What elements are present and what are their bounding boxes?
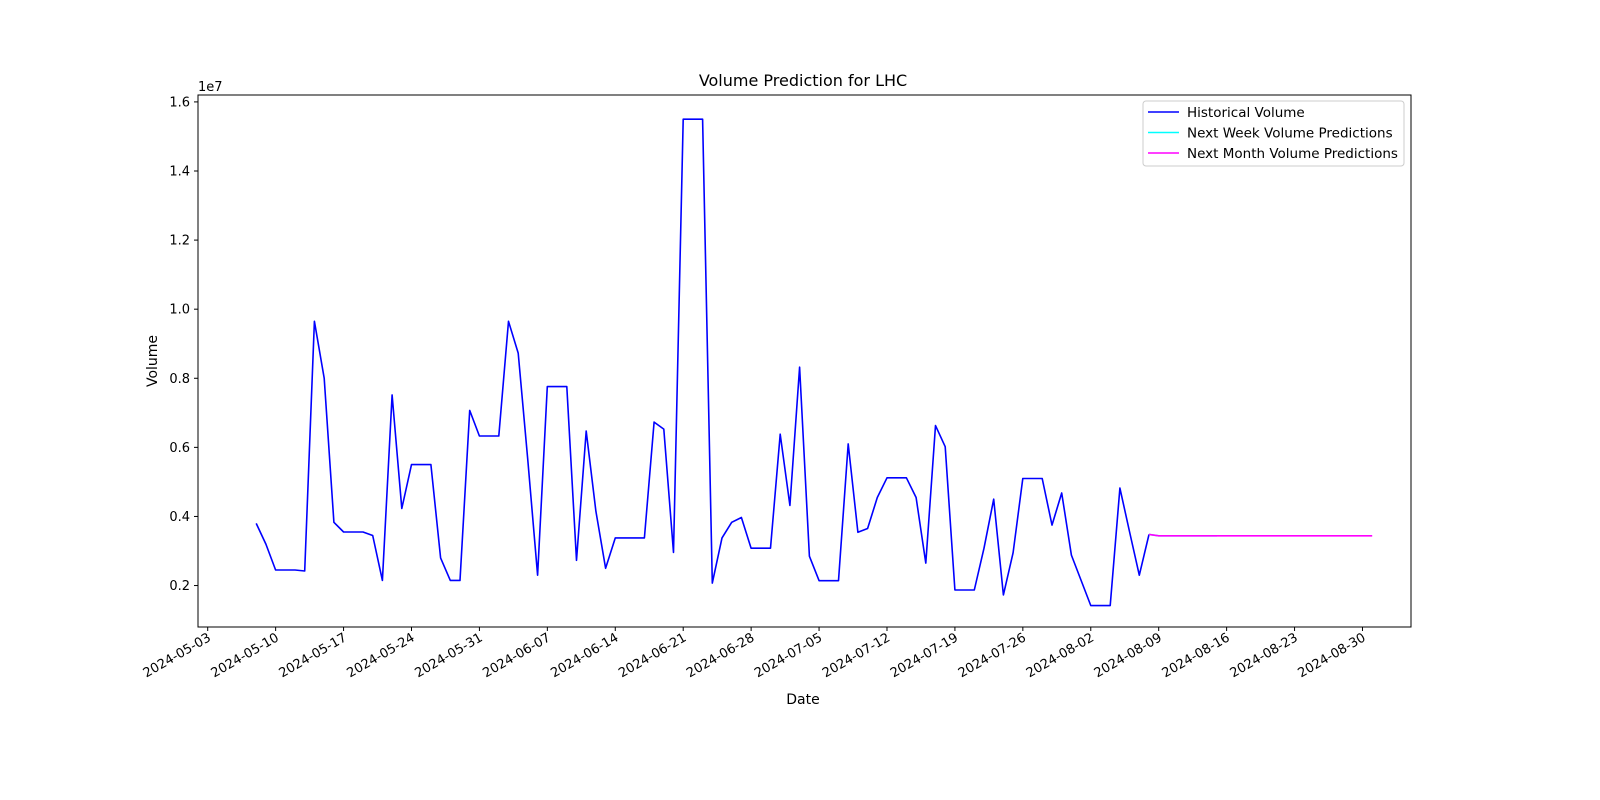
x-tick-label: 2024-05-17 <box>277 630 350 681</box>
y-tick-label: 1.6 <box>169 95 190 110</box>
y-offset-label: 1e7 <box>198 80 223 95</box>
x-tick-label: 2024-06-07 <box>480 630 553 681</box>
legend-label: Next Week Volume Predictions <box>1187 126 1393 142</box>
x-tick-label: 2024-05-24 <box>345 630 418 681</box>
plot-lines <box>255 118 1373 607</box>
x-tick-label: 2024-08-23 <box>1228 630 1301 681</box>
x-tick-label: 2024-08-02 <box>1024 630 1097 681</box>
x-tick-label: 2024-05-31 <box>412 630 485 681</box>
y-tick-label: 0.2 <box>169 579 190 594</box>
x-tick-label: 2024-06-21 <box>616 630 689 681</box>
y-tick-label: 1.4 <box>169 165 190 180</box>
legend-label: Next Month Volume Predictions <box>1187 146 1398 162</box>
y-tick-label: 0.6 <box>169 441 190 456</box>
chart-title: Volume Prediction for LHC <box>699 71 907 90</box>
y-tick-label: 1.2 <box>169 234 190 249</box>
legend: Historical Volume Next Week Volume Predic… <box>1142 100 1405 167</box>
y-tick-label: 0.4 <box>169 510 190 525</box>
x-tick-label: 2024-08-16 <box>1160 630 1233 681</box>
y-axis: 0.2 0.4 0.6 0.8 1.0 1.2 1.4 1.6 <box>169 95 198 594</box>
y-axis-title: Volume <box>145 335 161 387</box>
x-axis-title: Date <box>786 692 819 708</box>
x-tick-label: 2024-05-10 <box>209 630 282 681</box>
x-axis: 2024-05-032024-05-102024-05-172024-05-24… <box>141 627 1369 681</box>
x-tick-label: 2024-08-30 <box>1296 630 1369 681</box>
x-tick-label: 2024-07-19 <box>888 630 961 681</box>
x-tick-label: 2024-06-28 <box>684 630 757 681</box>
plot-frame <box>197 94 1412 628</box>
x-tick-label: 2024-08-09 <box>1092 630 1165 681</box>
x-tick-label: 2024-05-03 <box>141 630 214 681</box>
y-tick-label: 1.0 <box>169 303 190 318</box>
x-tick-label: 2024-07-12 <box>820 630 893 681</box>
y-tick-label: 0.8 <box>169 372 190 387</box>
series-line-0 <box>255 118 1150 607</box>
legend-label: Historical Volume <box>1187 105 1305 121</box>
legend-box <box>1142 100 1405 167</box>
x-tick-label: 2024-06-14 <box>548 630 621 681</box>
series-line-2 <box>1148 533 1373 537</box>
x-tick-label: 2024-07-05 <box>752 630 825 681</box>
x-tick-label: 2024-07-26 <box>956 630 1029 681</box>
